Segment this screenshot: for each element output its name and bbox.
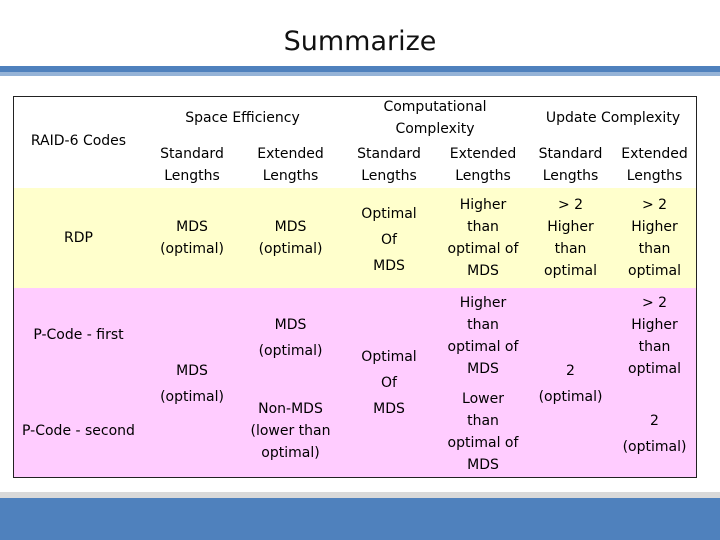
subheader-space-extended: Extended Lengths [257, 146, 324, 184]
subheader-space-extended-cell: Extended Lengths [240, 140, 341, 188]
subheader-comp-extended-cell: Extended Lengths [437, 140, 529, 188]
pcode-space-standard: MDS (optimal) [160, 363, 224, 405]
pcode-comp-standard: Optimal Of MDS [361, 349, 417, 417]
rdp-label: RDP [64, 230, 93, 246]
title-divider-accent [0, 72, 720, 76]
header-codes-cell: RAID-6 Codes [13, 96, 144, 188]
rdp-space-extended: MDS (optimal) [258, 219, 323, 257]
subheader-space-standard: Standard Lengths [160, 146, 224, 184]
row-pcode-first [13, 288, 697, 384]
footer-divider [0, 492, 720, 498]
pcode-second-label: P-Code - second [22, 423, 135, 439]
slide-footer-bar [0, 498, 720, 540]
subheader-comp-extended: Extended Lengths [449, 146, 517, 184]
pcode-update-standard: 2 (optimal) [538, 363, 603, 405]
header-comp-cell: Computational Complexity [341, 96, 529, 140]
header-space-cell: Space Efficiency [144, 96, 341, 140]
pcode-first-update-extended: > 2 Higher than optimal [628, 295, 681, 377]
header-space-efficiency: Space Efficiency [185, 110, 300, 126]
pcode-first-space-extended: MDS (optimal) [258, 317, 323, 359]
header-update-complexity: Update Complexity [545, 110, 681, 126]
rdp-comp-standard: Optimal Of MDS [361, 206, 417, 274]
rdp-comp-extended: Higher than optimal of MDS [447, 197, 519, 279]
rdp-space-standard: MDS (optimal) [160, 219, 224, 257]
rdp-update-standard: > 2 Higher than optimal [544, 197, 597, 279]
row-rdp [13, 188, 697, 288]
pcode-second-comp-extended: Lower than optimal of MDS [447, 391, 519, 473]
subheader-comp-standard: Standard Lengths [357, 146, 421, 184]
header-update-cell: Update Complexity [529, 96, 697, 140]
subheader-update-standard: Standard Lengths [538, 146, 603, 184]
row-pcode-second [13, 384, 697, 478]
subheader-space-standard-cell: Standard Lengths [144, 140, 240, 188]
pcode-first-label: P-Code - first [33, 327, 124, 343]
rdp-update-extended: > 2 Higher than optimal [628, 197, 681, 279]
subheader-update-extended: Extended Lengths [621, 146, 688, 184]
pcode-second-space-extended: Non-MDS (lower than optimal) [250, 401, 331, 461]
slide-title: Summarize [283, 26, 437, 57]
subheader-update-standard-cell: Standard Lengths [529, 140, 612, 188]
pcode-first-comp-extended: Higher than optimal of MDS [447, 295, 519, 377]
title-divider [0, 66, 720, 72]
subheader-comp-standard-cell: Standard Lengths [341, 140, 437, 188]
header-computational-complexity: Computational Complexity [383, 99, 487, 137]
pcode-second-update-extended: 2 (optimal) [622, 413, 687, 455]
subheader-update-extended-cell: Extended Lengths [612, 140, 697, 188]
header-codes: RAID-6 Codes [30, 133, 127, 149]
